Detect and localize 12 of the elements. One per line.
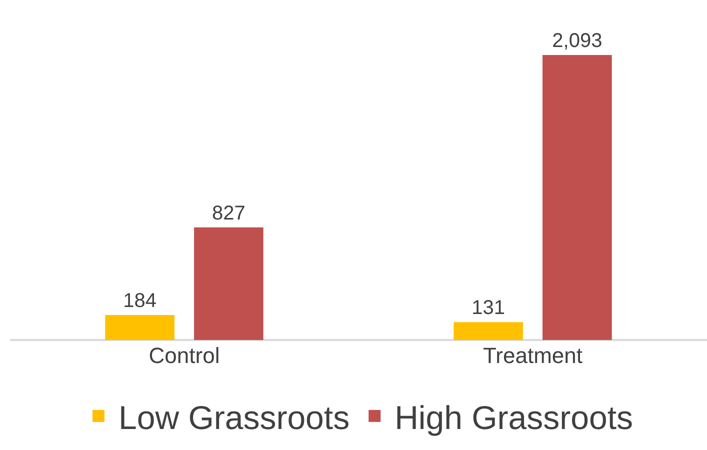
bar <box>105 314 174 340</box>
legend-label: Low Grassroots <box>118 398 350 436</box>
bar <box>194 227 264 340</box>
data-label: 184 <box>123 290 157 312</box>
data-label: 827 <box>212 202 246 224</box>
data-label: 131 <box>472 297 506 320</box>
x-tick-label: Control <box>148 343 220 368</box>
bar <box>542 55 612 340</box>
legend-label: High Grassroots <box>394 398 634 436</box>
x-tick-label: Treatment <box>483 343 582 368</box>
data-label: 2,093 <box>552 30 602 52</box>
bar <box>454 322 523 340</box>
